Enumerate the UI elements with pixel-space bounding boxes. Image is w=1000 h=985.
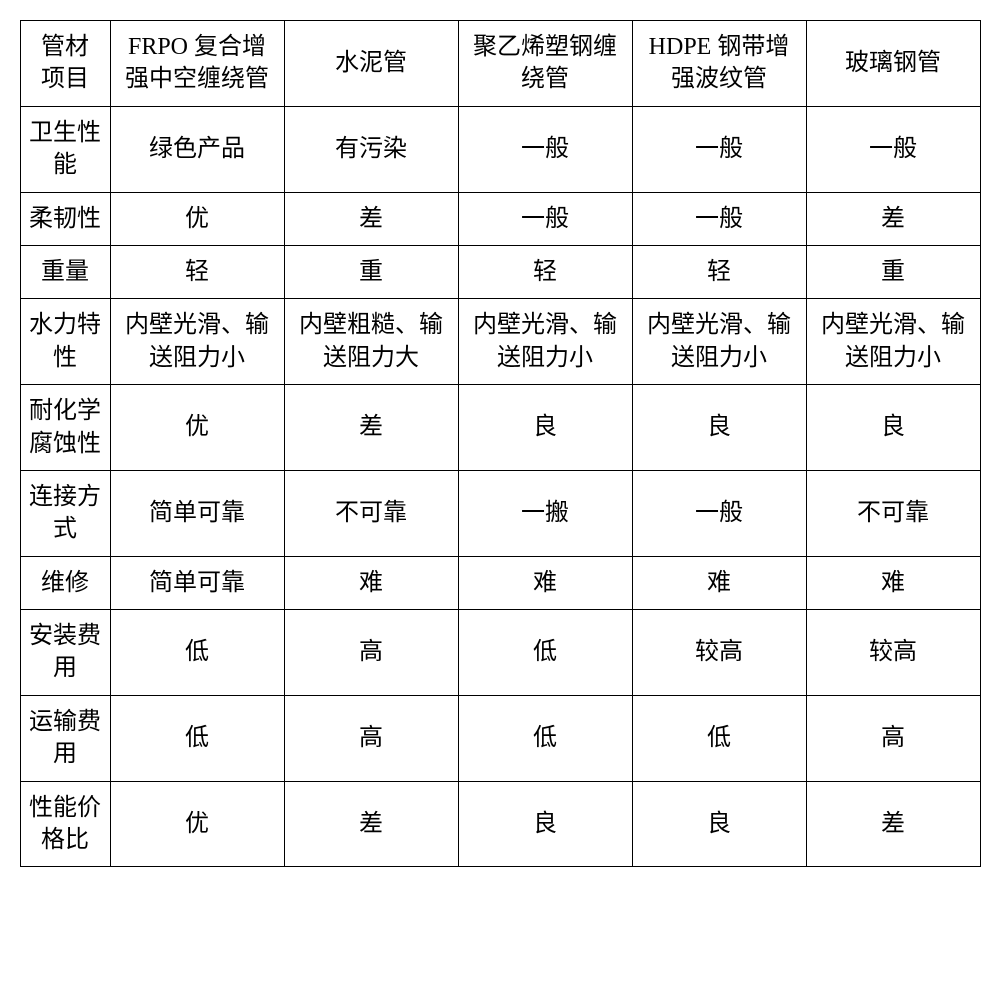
- cell: 差: [806, 192, 980, 245]
- cell: 较高: [806, 610, 980, 696]
- table-row: 连接方式 简单可靠 不可靠 一搬 一般 不可靠: [20, 470, 980, 556]
- table-body: 卫生性能 绿色产品 有污染 一般 一般 一般 柔韧性 优 差 一般 一般 差 重…: [20, 106, 980, 867]
- cell: 较高: [632, 610, 806, 696]
- cell: 一般: [458, 192, 632, 245]
- cell: 高: [284, 695, 458, 781]
- cell: 有污染: [284, 106, 458, 192]
- cell: 一般: [806, 106, 980, 192]
- cell: 良: [806, 385, 980, 471]
- row-label: 水力特性: [20, 299, 110, 385]
- cell: 内壁光滑、输送阻力小: [806, 299, 980, 385]
- cell: 一般: [458, 106, 632, 192]
- table-row: 安装费用 低 高 低 较高 较高: [20, 610, 980, 696]
- cell: 低: [458, 610, 632, 696]
- table-row: 维修 简单可靠 难 难 难 难: [20, 556, 980, 609]
- cell: 轻: [458, 245, 632, 298]
- cell: 难: [632, 556, 806, 609]
- row-label: 重量: [20, 245, 110, 298]
- row-label: 卫生性能: [20, 106, 110, 192]
- header-cell: FRPO 复合增强中空缠绕管: [110, 21, 284, 107]
- header-cell: 管材 项目: [20, 21, 110, 107]
- cell: 差: [284, 385, 458, 471]
- row-label: 性能价格比: [20, 781, 110, 867]
- cell: 差: [284, 192, 458, 245]
- header-cell: HDPE 钢带增强波纹管: [632, 21, 806, 107]
- cell: 内壁光滑、输送阻力小: [632, 299, 806, 385]
- table-row: 重量 轻 重 轻 轻 重: [20, 245, 980, 298]
- cell: 良: [632, 385, 806, 471]
- row-label: 安装费用: [20, 610, 110, 696]
- table-row: 水力特性 内壁光滑、输送阻力小 内壁粗糙、输送阻力大 内壁光滑、输送阻力小 内壁…: [20, 299, 980, 385]
- pipe-comparison-table: 管材 项目 FRPO 复合增强中空缠绕管 水泥管 聚乙烯塑钢缠绕管 HDPE 钢…: [20, 20, 981, 867]
- cell: 良: [458, 781, 632, 867]
- cell: 一般: [632, 192, 806, 245]
- cell: 内壁光滑、输送阻力小: [110, 299, 284, 385]
- table-header-row: 管材 项目 FRPO 复合增强中空缠绕管 水泥管 聚乙烯塑钢缠绕管 HDPE 钢…: [20, 21, 980, 107]
- cell: 低: [110, 610, 284, 696]
- cell: 差: [806, 781, 980, 867]
- row-label: 维修: [20, 556, 110, 609]
- cell: 低: [458, 695, 632, 781]
- cell: 简单可靠: [110, 470, 284, 556]
- cell: 重: [284, 245, 458, 298]
- row-label: 柔韧性: [20, 192, 110, 245]
- table-row: 性能价格比 优 差 良 良 差: [20, 781, 980, 867]
- cell: 一般: [632, 106, 806, 192]
- cell: 内壁光滑、输送阻力小: [458, 299, 632, 385]
- cell: 优: [110, 781, 284, 867]
- row-label: 耐化学腐蚀性: [20, 385, 110, 471]
- cell: 内壁粗糙、输送阻力大: [284, 299, 458, 385]
- table-row: 耐化学腐蚀性 优 差 良 良 良: [20, 385, 980, 471]
- cell: 不可靠: [284, 470, 458, 556]
- cell: 难: [806, 556, 980, 609]
- cell: 高: [806, 695, 980, 781]
- table-row: 运输费用 低 高 低 低 高: [20, 695, 980, 781]
- cell: 良: [632, 781, 806, 867]
- cell: 高: [284, 610, 458, 696]
- cell: 差: [284, 781, 458, 867]
- cell: 优: [110, 192, 284, 245]
- row-label: 运输费用: [20, 695, 110, 781]
- row-label: 连接方式: [20, 470, 110, 556]
- cell: 良: [458, 385, 632, 471]
- table-row: 柔韧性 优 差 一般 一般 差: [20, 192, 980, 245]
- cell: 轻: [632, 245, 806, 298]
- cell: 绿色产品: [110, 106, 284, 192]
- cell: 一搬: [458, 470, 632, 556]
- cell: 优: [110, 385, 284, 471]
- cell: 难: [458, 556, 632, 609]
- header-cell: 聚乙烯塑钢缠绕管: [458, 21, 632, 107]
- cell: 不可靠: [806, 470, 980, 556]
- cell: 难: [284, 556, 458, 609]
- cell: 低: [110, 695, 284, 781]
- cell: 简单可靠: [110, 556, 284, 609]
- cell: 重: [806, 245, 980, 298]
- header-cell: 水泥管: [284, 21, 458, 107]
- header-cell: 玻璃钢管: [806, 21, 980, 107]
- cell: 低: [632, 695, 806, 781]
- table-row: 卫生性能 绿色产品 有污染 一般 一般 一般: [20, 106, 980, 192]
- cell: 轻: [110, 245, 284, 298]
- cell: 一般: [632, 470, 806, 556]
